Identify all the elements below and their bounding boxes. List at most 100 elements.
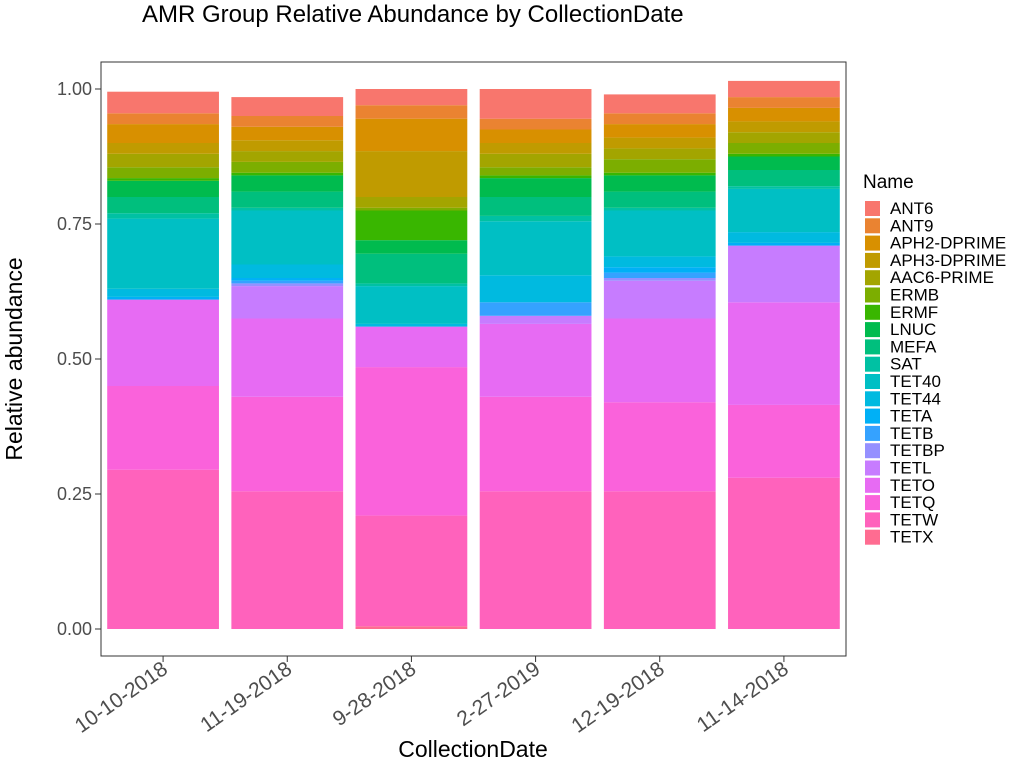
- bar-segment: [107, 178, 219, 181]
- x-tick-label: 11-14-2018: [693, 657, 793, 737]
- bar-segment: [355, 253, 468, 284]
- legend-swatch: [865, 304, 880, 320]
- bar-segment: [231, 97, 344, 116]
- bar-segment: [479, 143, 592, 154]
- legend-items: ANT6ANT9APH2-DPRIMEAPH3-DPRIMEAAC6-PRIME…: [865, 199, 1006, 547]
- bar-segment: [107, 213, 219, 219]
- bars-layer: [107, 80, 840, 629]
- bar-segment: [728, 477, 840, 629]
- bar-segment: [231, 264, 344, 278]
- bar-segment: [603, 210, 716, 257]
- bar-segment: [231, 283, 344, 287]
- legend-swatch: [865, 322, 880, 338]
- bar-segment: [479, 302, 592, 316]
- bar-segment: [479, 153, 592, 168]
- bar-segment: [231, 280, 344, 284]
- bar-segment: [355, 515, 468, 627]
- y-tick-label: 0.00: [57, 619, 92, 639]
- chart-title: AMR Group Relative Abundance by Collecti…: [142, 1, 684, 28]
- bar-segment: [355, 326, 468, 368]
- legend-item: ANT6: [865, 199, 933, 218]
- bar-stack: [603, 94, 716, 629]
- legend-item: TET44: [865, 389, 941, 408]
- bar-segment: [107, 299, 219, 386]
- bar-segment: [107, 124, 219, 143]
- legend-label: TETA: [890, 407, 933, 426]
- legend-item: ERMB: [865, 286, 939, 305]
- legend-item: TET40: [865, 372, 941, 391]
- bar-segment: [603, 159, 716, 173]
- bar-segment: [603, 137, 716, 149]
- bar-segment: [355, 207, 468, 211]
- legend-swatch: [865, 374, 880, 389]
- bar-segment: [603, 124, 716, 138]
- bar-segment: [231, 172, 344, 176]
- bar-segment: [728, 188, 840, 233]
- legend-label: TETX: [890, 528, 933, 547]
- legend-swatch: [865, 443, 880, 459]
- bar-segment: [107, 153, 219, 168]
- bar-segment: [355, 151, 468, 197]
- bar-stack: [728, 80, 840, 629]
- x-tick-label: 11-19-2018: [196, 657, 296, 737]
- bar-segment: [231, 286, 344, 319]
- bar-stack: [231, 97, 344, 629]
- legend-label: ERMB: [890, 286, 939, 305]
- legend-swatch: [865, 495, 880, 511]
- bar-segment: [355, 626, 468, 629]
- legend-label: MEFA: [890, 337, 937, 356]
- bar-segment: [231, 207, 344, 211]
- bar-segment: [603, 94, 716, 114]
- legend-title: Name: [863, 172, 914, 193]
- bar-segment: [728, 170, 840, 187]
- bar-segment: [231, 210, 344, 265]
- bar-segment: [231, 140, 344, 152]
- bar-segment: [107, 113, 219, 125]
- bar-segment: [479, 89, 592, 119]
- bar-segment: [231, 161, 344, 173]
- bar-segment: [107, 167, 219, 179]
- legend-label: TET44: [890, 389, 941, 408]
- legend-label: ANT6: [890, 199, 933, 218]
- bar-segment: [728, 132, 840, 143]
- bar-segment: [603, 318, 716, 403]
- bar-segment: [728, 97, 840, 108]
- legend-label: TETBP: [890, 441, 945, 460]
- legend-item: MEFA: [865, 337, 937, 356]
- bar-segment: [231, 491, 344, 629]
- legend-swatch: [865, 529, 880, 545]
- bar-segment: [479, 178, 592, 197]
- x-tick-label: 9-28-2018: [329, 657, 421, 731]
- y-tick-label: 0.25: [57, 484, 92, 504]
- legend-item: TETO: [865, 476, 935, 495]
- bar-segment: [479, 221, 592, 276]
- bar-segment: [728, 186, 840, 189]
- x-tick-label: 12-19-2018: [567, 657, 668, 737]
- bar-segment: [603, 402, 716, 492]
- legend-label: TETW: [890, 510, 938, 529]
- y-tick-label: 0.50: [57, 349, 92, 369]
- legend-item: LNUC: [865, 320, 936, 339]
- legend-swatch: [865, 356, 880, 372]
- bar-segment: [603, 278, 716, 281]
- legend-item: SAT: [865, 355, 922, 374]
- bar-segment: [479, 396, 592, 492]
- bar-segment: [107, 218, 219, 289]
- legend-label: TETL: [890, 459, 932, 478]
- legend-swatch: [865, 391, 880, 407]
- bar-segment: [231, 126, 344, 141]
- bar-segment: [728, 404, 840, 478]
- bar-segment: [479, 167, 592, 176]
- bar-segment: [728, 232, 840, 243]
- bar-segment: [231, 191, 344, 208]
- legend-item: TETA: [865, 407, 933, 426]
- bar-segment: [728, 302, 840, 405]
- legend-swatch: [865, 460, 880, 476]
- bar-segment: [107, 386, 219, 470]
- bar-segment: [479, 215, 592, 222]
- bar-segment: [479, 175, 592, 179]
- bar-segment: [603, 267, 716, 273]
- legend-label: SAT: [890, 355, 922, 374]
- bar-segment: [479, 275, 592, 303]
